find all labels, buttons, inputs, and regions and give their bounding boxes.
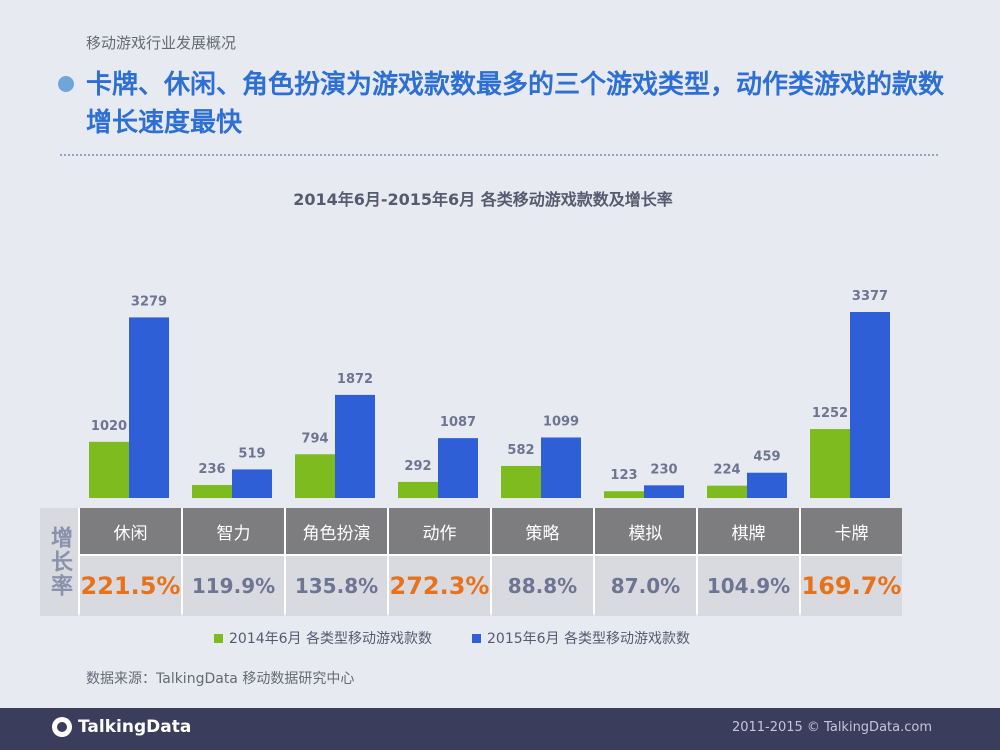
table-rate-cell: 88.8% (492, 556, 593, 616)
table-category-cell: 智力 (183, 508, 284, 554)
bar-value-label: 292 (404, 459, 431, 474)
bar-2014 (501, 465, 541, 498)
table-category-cell: 动作 (389, 508, 490, 554)
bar-2015 (232, 469, 272, 498)
legend-label-2015: 2015年6月 各类型移动游戏款数 (487, 631, 690, 647)
bullet-dot (58, 76, 74, 92)
bar-value-label: 459 (753, 450, 780, 465)
table-rate-cell: 104.9% (698, 556, 799, 616)
bar-2014 (398, 481, 438, 498)
bar-2015 (335, 394, 375, 498)
bar-value-label: 794 (301, 431, 328, 446)
bar-2014 (89, 441, 129, 498)
legend-swatch-2015 (472, 633, 481, 643)
table-rate-cell: 119.9% (183, 556, 284, 616)
dotted-divider (60, 154, 938, 156)
legend-item-2014: 2014年6月 各类型移动游戏款数 (214, 628, 432, 648)
bar-2015 (747, 472, 787, 498)
chart-legend: 2014年6月 各类型移动游戏款数 2015年6月 各类型移动游戏款数 (214, 628, 690, 648)
talkingdata-logo: TalkingData (52, 717, 191, 737)
growth-rate-row-header: 增长率 (40, 508, 78, 616)
table-category-cell: 卡牌 (801, 508, 902, 554)
bar-2014 (295, 454, 335, 498)
bar-value-label: 123 (610, 468, 637, 483)
bar-chart: 1020 3279 236 519 794 1872 292 1087 582 1099 123 23… (89, 289, 890, 498)
legend-item-2015: 2015年6月 各类型移动游戏款数 (472, 628, 690, 648)
table-rate-cell: 87.0% (595, 556, 696, 616)
bar-value-label: 1087 (440, 415, 476, 430)
headline: 卡牌、休闲、角色扮演为游戏款数最多的三个游戏类型，动作类游戏的款数增长速度最快 (86, 70, 945, 138)
legend-label-2014: 2014年6月 各类型移动游戏款数 (229, 631, 432, 647)
bar-2015 (850, 312, 890, 498)
bar-value-label: 1020 (91, 419, 127, 434)
bar-value-label: 582 (507, 443, 534, 458)
bar-value-label: 3279 (131, 294, 167, 309)
table-category-cell: 角色扮演 (286, 508, 387, 554)
bar-value-label: 1099 (543, 414, 579, 429)
growth-rate-table: 增长率 休闲 智力 角色扮演 动作 策略 模拟 棋牌 卡牌 221.5% 119.9% 135.8%… (40, 508, 902, 616)
copyright: 2011-2015 © TalkingData.com (731, 720, 932, 735)
table-rate-cell: 221.5% (80, 556, 181, 616)
bar-value-label: 3377 (852, 289, 888, 304)
logo-text: TalkingData (78, 717, 192, 737)
bar-2014 (810, 429, 850, 498)
bar-2014 (192, 485, 232, 498)
bar-2015 (644, 485, 684, 498)
chart-title: 2014年6月-2015年6月 各类移动游戏款数及增长率 (293, 190, 673, 209)
table-rate-cell: 272.3% (389, 556, 490, 616)
legend-swatch-2014 (214, 633, 223, 643)
bar-value-label: 236 (198, 462, 225, 477)
bar-value-label: 224 (713, 463, 740, 478)
bar-2015 (541, 437, 581, 498)
table-rate-cell: 169.7% (801, 556, 902, 616)
footer-bar: TalkingData 2011-2015 © TalkingData.com (0, 708, 1000, 750)
table-category-cell: 棋牌 (698, 508, 799, 554)
bar-value-label: 230 (650, 462, 677, 477)
data-source: 数据来源：TalkingData 移动数据研究中心 (86, 671, 355, 687)
table-category-cell: 休闲 (80, 508, 181, 554)
bar-2015 (438, 438, 478, 498)
bar-2014 (707, 485, 747, 498)
bar-value-label: 1872 (337, 372, 373, 387)
bar-value-label: 1252 (812, 406, 848, 421)
bar-value-label: 519 (238, 446, 265, 461)
table-category-cell: 策略 (492, 508, 593, 554)
table-category-cell: 模拟 (595, 508, 696, 554)
section-label: 移动游戏行业发展概况 (86, 34, 237, 52)
table-rate-cell: 135.8% (286, 556, 387, 616)
bar-2014 (604, 491, 644, 498)
bar-2015 (129, 317, 169, 498)
logo-icon (52, 717, 72, 737)
